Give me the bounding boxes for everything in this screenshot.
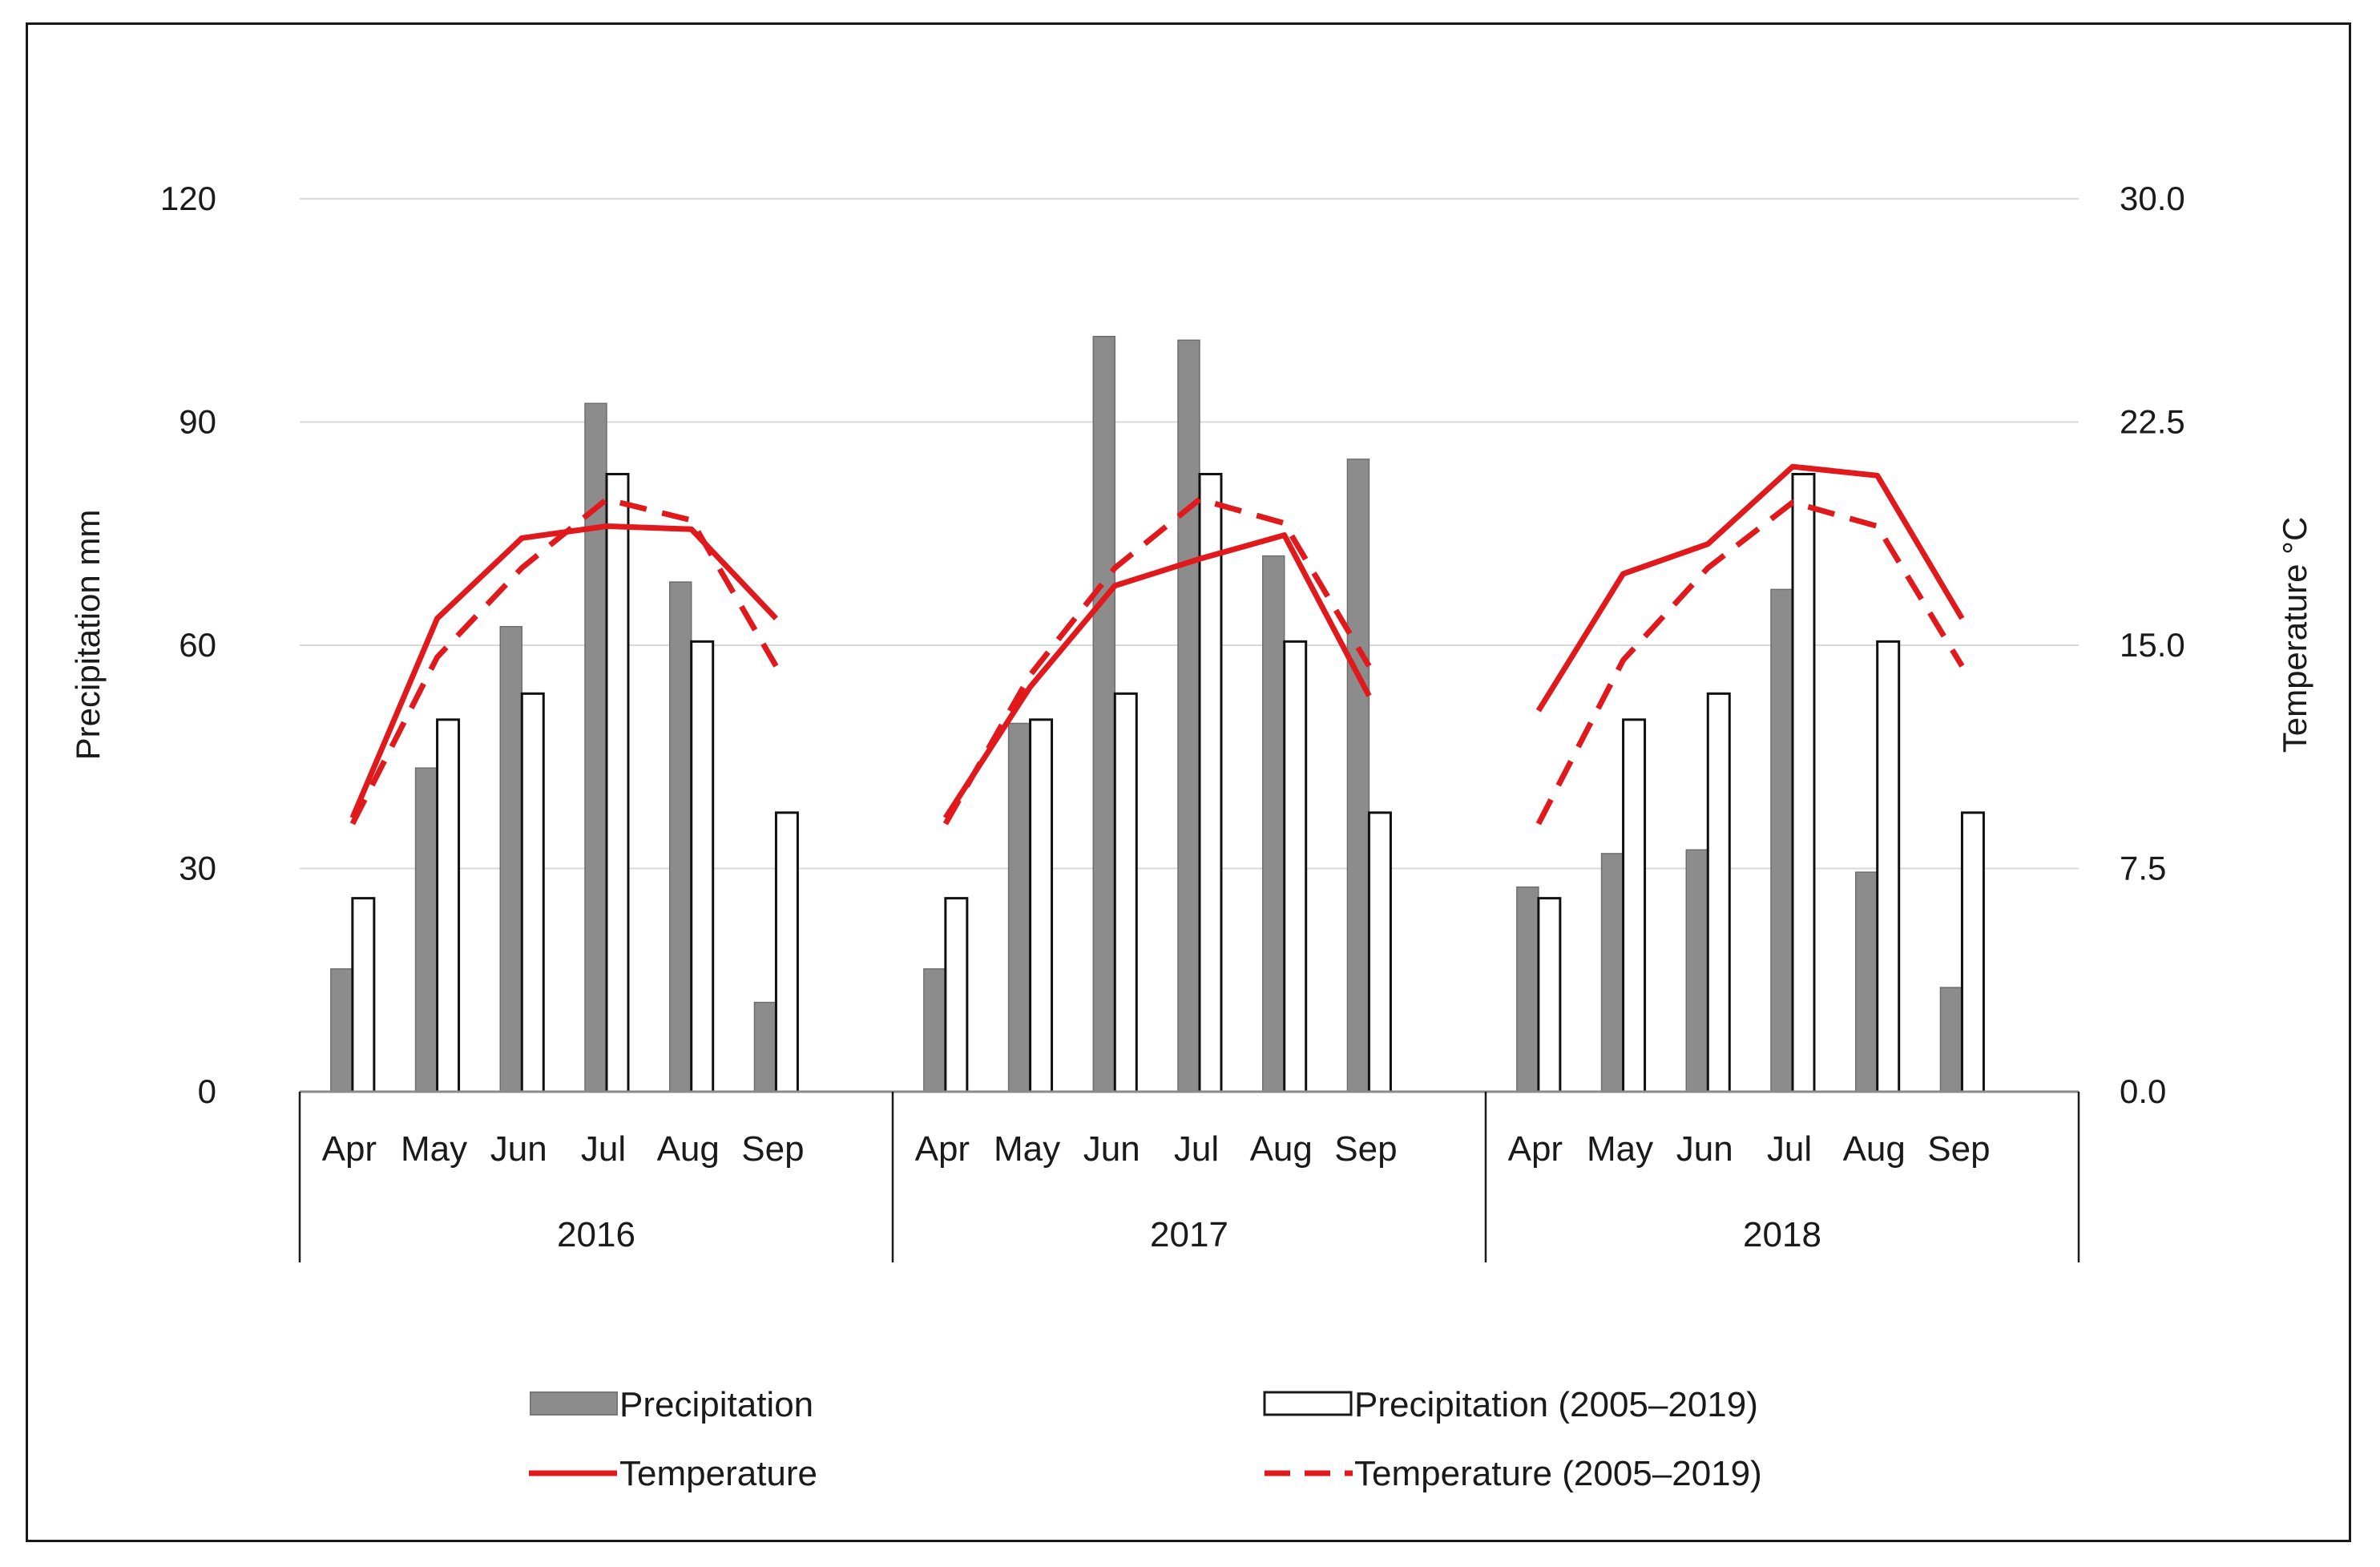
precipitation-avg-bar — [351, 897, 376, 1093]
temperature-avg-line — [942, 496, 1372, 826]
precipitation-bar — [584, 402, 607, 1092]
precipitation-bar — [1854, 871, 1878, 1092]
bars — [330, 335, 1985, 1093]
y-tick-label: 60 — [179, 626, 216, 664]
precipitation-avg-bar — [1876, 640, 1901, 1093]
precipitation-avg-bar — [1029, 718, 1054, 1093]
y2-tick-label: 22.5 — [2120, 403, 2185, 441]
y2-tick-label: 30.0 — [2120, 180, 2185, 217]
y2-tick-label: 15.0 — [2120, 626, 2185, 664]
precipitation-bar — [1516, 886, 1539, 1092]
precipitation-bar — [1600, 853, 1624, 1092]
precipitation-avg-bar — [1537, 897, 1562, 1093]
month-label: Sep — [1334, 1129, 1397, 1169]
precipitation-avg-bar — [690, 640, 715, 1093]
precipitation-avg-bar — [774, 811, 799, 1093]
y-tick-label: 120 — [160, 180, 216, 217]
precipitation-avg-bar — [1198, 472, 1223, 1093]
precipitation-bar — [330, 968, 353, 1092]
precipitation-avg-bar — [1367, 811, 1392, 1093]
month-label: Aug — [1250, 1129, 1313, 1169]
precipitation-bar — [1346, 458, 1370, 1092]
year-label: 2016 — [557, 1215, 635, 1254]
month-label: Jul — [1174, 1129, 1219, 1169]
legend-item-temperature: Temperature — [529, 1454, 817, 1493]
legend-item-precipitation-avg: Precipitation (2005–2019) — [1263, 1385, 1758, 1424]
precipitation-bar — [1177, 339, 1200, 1092]
precipitation-bar — [923, 968, 946, 1092]
y-tick-label: 0 — [198, 1072, 216, 1110]
legend-label-temperature-avg: Temperature (2005–2019) — [1354, 1454, 1762, 1493]
temperature-line — [1535, 463, 1965, 713]
precipitation-avg-bar — [1622, 718, 1647, 1093]
month-label: Sep — [741, 1129, 804, 1169]
legend-swatch-precipitation-avg — [1263, 1391, 1353, 1416]
precipitation-avg-bar — [1113, 692, 1138, 1093]
precipitation-bar — [414, 767, 438, 1092]
month-label: Jun — [1083, 1129, 1140, 1169]
y-axis-ticks: 0 0.0 30 7.5 60 15.0 90 22.5 120 30.0 — [160, 180, 2185, 1110]
precipitation-avg-bar — [1791, 472, 1816, 1093]
chart-frame — [26, 22, 2351, 1542]
month-label: Aug — [1843, 1129, 1906, 1169]
precipitation-avg-bar — [605, 472, 630, 1093]
legend-label-precipitation: Precipitation — [619, 1385, 813, 1424]
month-label: Jul — [1767, 1129, 1812, 1169]
legend-item-temperature-avg: Temperature (2005–2019) — [1265, 1454, 1762, 1493]
temperature-avg-line — [349, 496, 779, 826]
year-label: 2018 — [1743, 1215, 1821, 1254]
legend-label-temperature: Temperature — [619, 1454, 817, 1493]
precipitation-avg-bar — [520, 692, 545, 1093]
legend: Precipitation Precipitation (2005–2019) … — [529, 1385, 1762, 1493]
legend-swatch-precipitation — [530, 1391, 618, 1416]
y-tick-label: 30 — [179, 850, 216, 887]
y2-axis-title: Temperature °C — [2276, 517, 2313, 753]
month-label: Aug — [657, 1129, 720, 1169]
month-label: May — [994, 1129, 1060, 1169]
precipitation-bar — [1685, 849, 1709, 1092]
precipitation-bar — [1007, 722, 1031, 1092]
month-label: May — [1587, 1129, 1653, 1169]
month-label: Jun — [490, 1129, 547, 1169]
precipitation-avg-bar — [436, 718, 461, 1093]
precipitation-bar — [499, 626, 523, 1092]
precipitation-avg-bar — [944, 897, 969, 1093]
month-label: Jul — [581, 1129, 626, 1169]
precipitation-bar — [1092, 335, 1116, 1092]
legend-item-precipitation: Precipitation — [530, 1385, 813, 1424]
y-tick-label: 90 — [179, 403, 216, 441]
month-label: May — [401, 1129, 467, 1169]
precipitation-avg-bar — [1706, 692, 1731, 1093]
precipitation-bar — [1261, 555, 1285, 1092]
precipitation-avg-bar — [1283, 640, 1308, 1093]
category-axis: Apr May Jun Jul Aug Sep 2016 Apr May Jun Jul Aug Sep… — [298, 1092, 2080, 1262]
year-label: 2017 — [1150, 1215, 1228, 1254]
precipitation-bar — [668, 581, 692, 1092]
month-label: Sep — [1927, 1129, 1990, 1169]
precipitation-avg-bar — [1960, 811, 1985, 1093]
y2-tick-label: 7.5 — [2120, 850, 2166, 887]
month-label: Jun — [1676, 1129, 1733, 1169]
legend-label-precipitation-avg: Precipitation (2005–2019) — [1354, 1385, 1758, 1424]
precipitation-bar — [753, 1001, 777, 1092]
temperature-line — [942, 532, 1372, 820]
month-label: Apr — [322, 1129, 377, 1169]
month-label: Apr — [1508, 1129, 1563, 1169]
y2-tick-label: 0.0 — [2120, 1072, 2166, 1110]
temperature-avg-line — [1535, 499, 1965, 826]
precipitation-bar — [1770, 588, 1793, 1092]
precipitation-bar — [1939, 987, 1963, 1092]
y-axis-title: Precipitation mm — [69, 510, 107, 761]
month-label: Apr — [915, 1129, 970, 1169]
lines — [349, 463, 1965, 826]
